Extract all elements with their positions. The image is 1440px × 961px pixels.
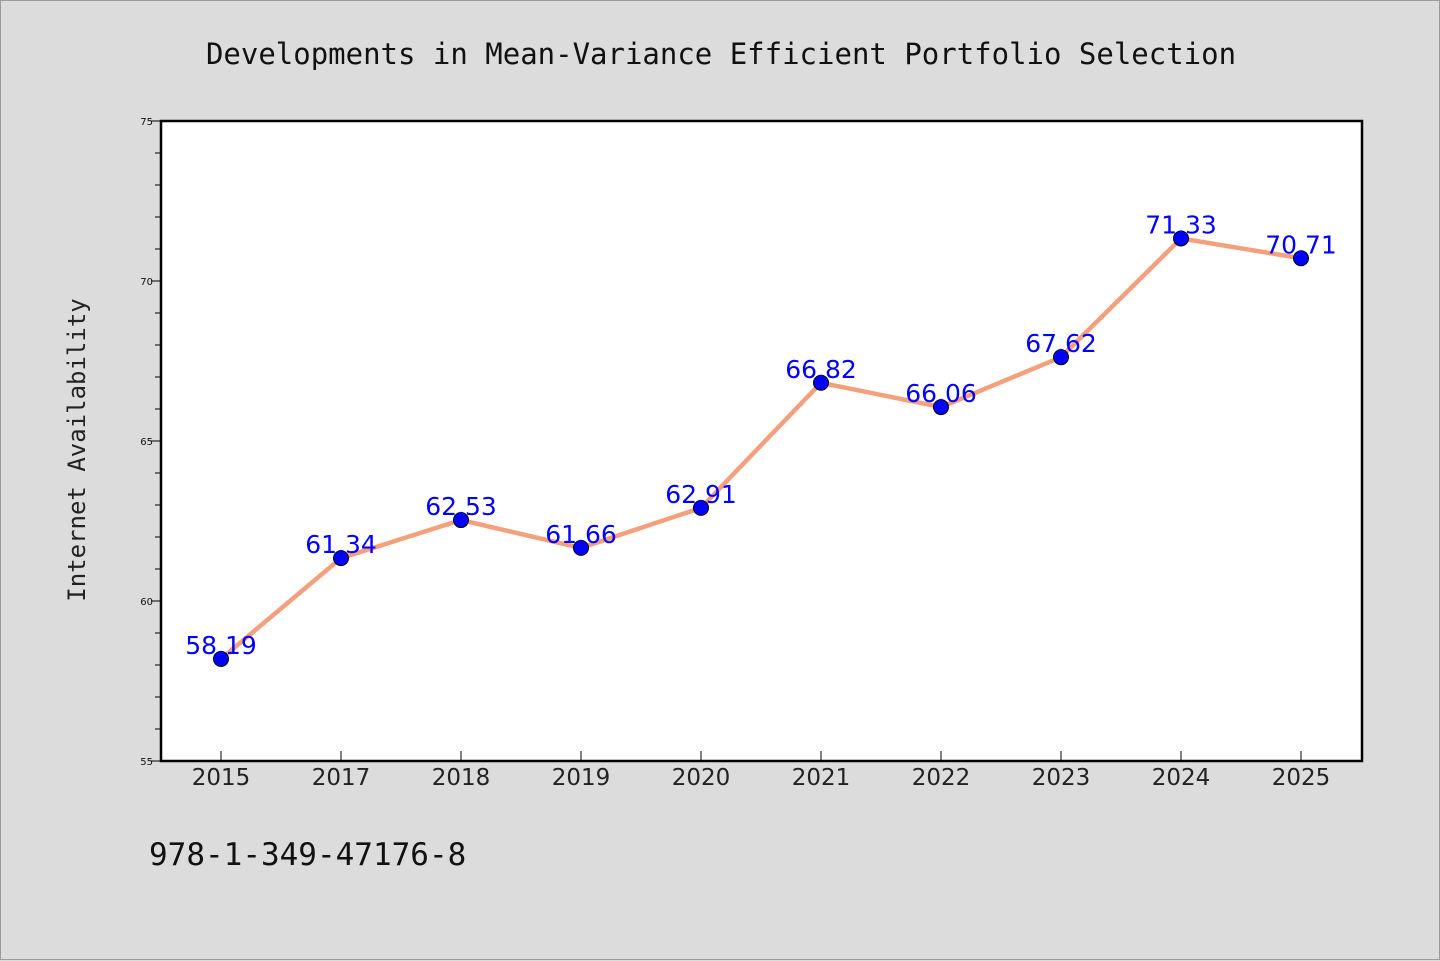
data-label: 62.53 xyxy=(425,492,497,521)
x-tick-label: 2015 xyxy=(192,765,251,791)
y-tick-label: 75 xyxy=(140,117,153,128)
x-tick-label: 2025 xyxy=(1272,765,1331,791)
y-tick-label: 60 xyxy=(140,597,153,608)
data-point-marker xyxy=(453,512,469,529)
data-label: 67.62 xyxy=(1025,329,1097,358)
chart-title: Developments in Mean-Variance Efficient … xyxy=(206,37,1236,71)
footnote-isbn: 978-1-349-47176-8 xyxy=(149,837,466,873)
plot-area xyxy=(159,119,1364,763)
data-label: 70.71 xyxy=(1265,230,1337,259)
x-tick-label: 2017 xyxy=(312,765,371,791)
y-axis-label: Internet Availability xyxy=(63,298,91,601)
x-tick-label: 2024 xyxy=(1152,765,1211,791)
data-point-marker xyxy=(213,650,229,667)
x-tick-label: 2020 xyxy=(672,765,731,791)
data-label: 61.66 xyxy=(545,520,617,549)
data-label: 61.34 xyxy=(305,530,377,559)
data-label: 58.19 xyxy=(185,631,257,660)
x-tick-label: 2021 xyxy=(792,765,851,791)
data-label: 66.06 xyxy=(905,379,977,408)
y-axis: 55 60 65 70 75 xyxy=(140,117,161,768)
series-layer: 58.19 61.34 62.53 61.66 62.91 66.82 66.06 67.62… xyxy=(185,210,1337,667)
y-tick-label: 65 xyxy=(140,437,153,448)
data-point-marker xyxy=(1293,250,1309,267)
x-tick-label: 2022 xyxy=(912,765,971,791)
data-point-marker xyxy=(1173,230,1189,247)
series-line xyxy=(218,236,1304,662)
data-label: 66.82 xyxy=(785,355,857,384)
data-point-marker xyxy=(1053,349,1069,366)
x-tick-label: 2023 xyxy=(1032,765,1091,791)
x-tick-label: 2019 xyxy=(552,765,611,791)
y-tick-label: 55 xyxy=(140,757,153,768)
data-point-marker xyxy=(573,539,589,556)
x-tick-label: 2018 xyxy=(432,765,491,791)
data-point-marker xyxy=(933,399,949,416)
data-label: 62.91 xyxy=(665,480,737,509)
x-axis: 2015 2017 2018 2019 2020 2021 2022 2023 2024 2025 xyxy=(192,751,1331,791)
data-point-marker xyxy=(813,374,829,391)
data-label: 71.33 xyxy=(1145,210,1217,239)
data-point-marker xyxy=(693,499,709,516)
y-tick-label: 70 xyxy=(140,277,153,288)
data-point-marker xyxy=(333,550,349,567)
